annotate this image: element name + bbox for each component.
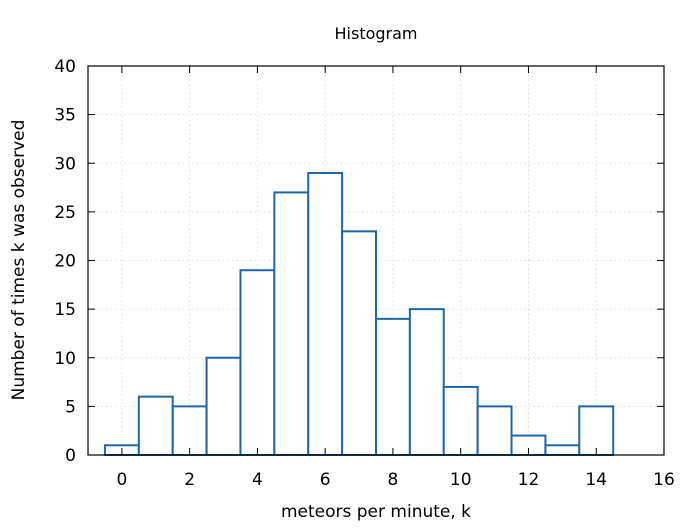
y-tick-label: 30 xyxy=(54,154,76,174)
histogram-bar xyxy=(273,191,310,457)
histogram-bar xyxy=(307,171,344,456)
histogram-bar xyxy=(341,230,377,456)
histogram-bar xyxy=(408,308,445,456)
histogram-bar xyxy=(205,356,242,456)
bars-layer xyxy=(103,171,615,457)
y-tick-label: 0 xyxy=(65,446,76,466)
histogram-bar xyxy=(239,269,276,456)
y-tick-label: 35 xyxy=(54,106,76,126)
x-tick-labels: 0 2 4 6 8 10 12 14 16 xyxy=(116,470,674,490)
y-tick-label: 5 xyxy=(65,397,76,417)
histogram-bar xyxy=(442,385,479,456)
x-tick-label: 8 xyxy=(388,470,399,490)
y-tick-label: 10 xyxy=(54,349,76,369)
x-tick-label: 4 xyxy=(252,470,263,490)
x-tick-label: 6 xyxy=(320,470,331,490)
x-tick-label: 10 xyxy=(450,470,472,490)
histogram-bar xyxy=(476,405,513,456)
x-tick-label: 16 xyxy=(653,470,675,490)
y-tick-label: 20 xyxy=(54,252,76,272)
x-tick-label: 0 xyxy=(116,470,127,490)
histogram-bar xyxy=(578,405,615,456)
x-axis-label: meteors per minute, k xyxy=(281,502,471,522)
y-tick-label: 15 xyxy=(54,300,76,320)
chart-title: Histogram xyxy=(335,24,418,43)
y-tick-label: 40 xyxy=(54,57,76,77)
y-tick-labels: 0 5 10 15 20 25 30 35 40 xyxy=(54,57,76,466)
y-axis-label: Number of times k was observed xyxy=(9,120,29,401)
ticks-layer xyxy=(88,65,665,456)
histogram-bar xyxy=(171,405,208,456)
x-tick-label: 12 xyxy=(518,470,540,490)
histogram-bar xyxy=(137,395,174,456)
histogram-bar xyxy=(544,444,581,456)
x-tick-label: 14 xyxy=(585,470,607,490)
x-tick-label: 2 xyxy=(184,470,195,490)
y-tick-label: 25 xyxy=(54,203,76,223)
histogram-bar xyxy=(375,317,411,456)
